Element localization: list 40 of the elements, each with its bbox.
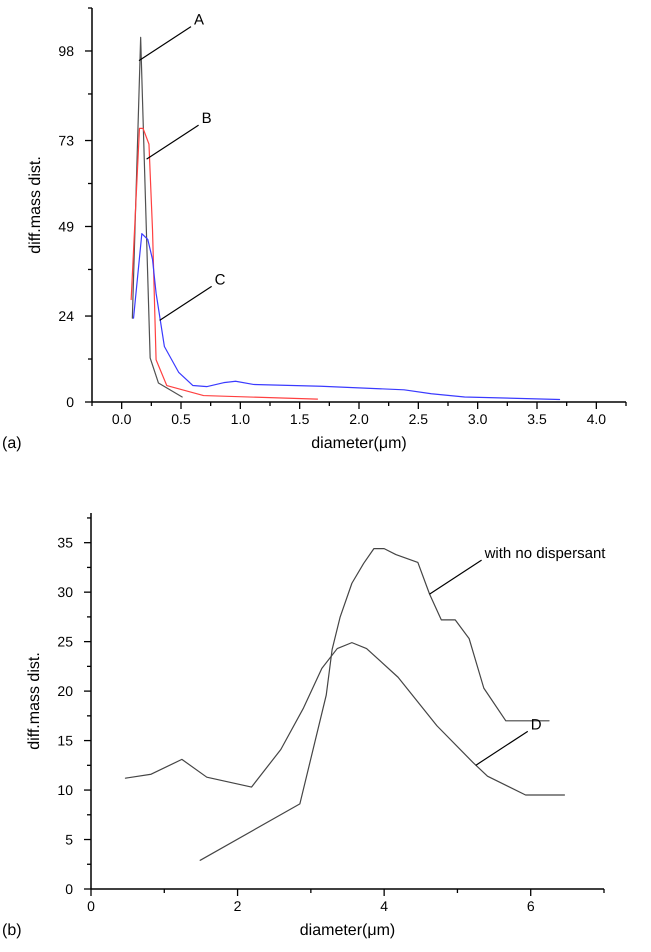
x-tick-label: 2.5 bbox=[408, 411, 428, 427]
y-tick-label: 98 bbox=[58, 42, 74, 59]
x-tick-label: 4.0 bbox=[586, 411, 606, 427]
line-series bbox=[130, 128, 318, 400]
y-tick-label: 15 bbox=[57, 732, 74, 749]
line-series bbox=[132, 36, 183, 398]
annotation: A bbox=[194, 12, 204, 29]
x-tick-label: 0.5 bbox=[171, 411, 191, 427]
y-tick-label: 20 bbox=[57, 683, 74, 700]
x-tick-label: 3.5 bbox=[527, 411, 547, 427]
y-tick-label: 10 bbox=[57, 782, 74, 798]
x-tick-label: 6 bbox=[526, 898, 535, 914]
y-axis-title: diff.mass dist. bbox=[27, 156, 44, 254]
x-tick-label: 0.0 bbox=[112, 411, 132, 427]
annotation: B bbox=[202, 110, 212, 128]
y-axis-title: diff.mass dist. bbox=[26, 652, 43, 750]
x-tick-label: 2.0 bbox=[349, 411, 369, 427]
annotation: C bbox=[214, 271, 226, 288]
y-tick-label: 73 bbox=[58, 132, 74, 149]
annotation: D bbox=[530, 716, 542, 734]
x-tick-label: 4 bbox=[380, 898, 388, 914]
x-tick-label: 1.5 bbox=[290, 411, 310, 427]
line-series bbox=[132, 233, 560, 400]
text: (a) bbox=[2, 435, 22, 452]
y-tick-label: 35 bbox=[57, 534, 74, 551]
y-tick-label: 49 bbox=[58, 218, 74, 234]
annotation: with no dispersant bbox=[484, 545, 606, 562]
x-tick-label: 1.0 bbox=[230, 411, 250, 427]
x-axis-title: diameter(μm) bbox=[300, 922, 396, 939]
y-tick-label: 5 bbox=[65, 832, 74, 848]
x-tick-label: 2 bbox=[234, 898, 242, 914]
x-tick-label: 3.0 bbox=[468, 411, 488, 427]
x-axis-title: diameter(μm) bbox=[311, 435, 407, 452]
text: (b) bbox=[2, 922, 22, 939]
y-tick-label: 0 bbox=[66, 394, 74, 410]
y-tick-label: 0 bbox=[65, 881, 74, 897]
y-tick-label: 30 bbox=[57, 584, 74, 600]
x-tick-label: 0 bbox=[87, 898, 96, 914]
y-tick-label: 25 bbox=[57, 634, 74, 650]
y-tick-label: 24 bbox=[58, 308, 74, 324]
